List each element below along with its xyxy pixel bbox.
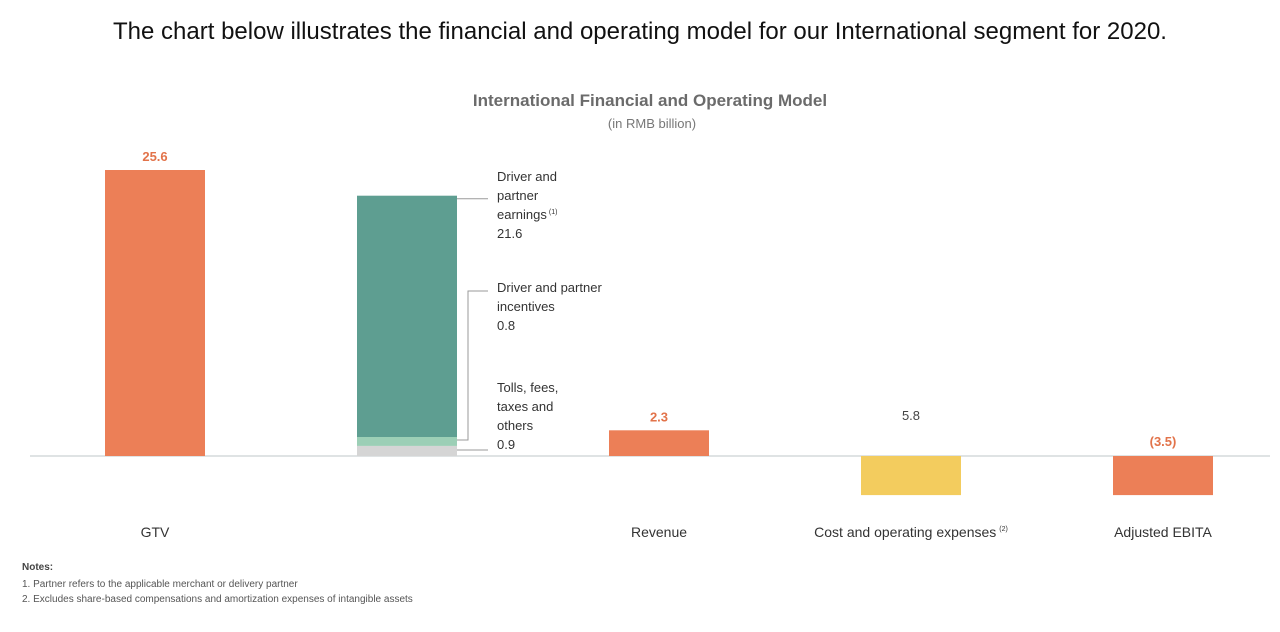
callout-line-1 xyxy=(457,290,488,441)
stack-label-2-line-2: others xyxy=(497,418,534,433)
intro-text: The chart below illustrates the financia… xyxy=(113,18,1167,45)
stack-segment-0 xyxy=(357,195,457,438)
bar-value-label-0: 25.6 xyxy=(142,149,167,164)
stack-label-1-line-0: Driver and partner xyxy=(497,280,602,295)
stack-value-label-2: 0.9 xyxy=(497,437,515,452)
category-label-0: GTV xyxy=(141,524,170,540)
bar-value-label-2: 5.8 xyxy=(902,408,920,423)
stack-segment-1 xyxy=(357,437,457,446)
stack-segment-2 xyxy=(357,445,457,456)
bar-1 xyxy=(609,430,709,456)
stack-label-2-line-0: Tolls, fees, xyxy=(497,380,558,395)
chart-subtitle: (in RMB billion) xyxy=(608,116,696,131)
bar-0 xyxy=(105,170,205,456)
stack-label-0-line-0: Driver and xyxy=(497,169,557,184)
notes-heading: Notes: xyxy=(22,562,54,573)
chart-marks: 25.6 2.3 5.8 (3.5) Driver and partner earnings… xyxy=(30,149,1270,540)
bar-value-label-3: (3.5) xyxy=(1150,434,1177,449)
stack-value-label-1: 0.8 xyxy=(497,318,515,333)
notes-block: Notes: 1. Partner refers to the applicab… xyxy=(22,562,413,607)
stack-label-1-line-1: incentives xyxy=(497,299,555,314)
bar-value-label-1: 2.3 xyxy=(650,409,668,424)
note-1: 1. Partner refers to the applicable merc… xyxy=(22,579,298,590)
stack-value-label-0: 21.6 xyxy=(497,226,522,241)
category-label-3: Cost and operating expenses (2) xyxy=(814,524,1008,540)
stack-label-2-line-1: taxes and xyxy=(497,399,553,414)
category-label-2: Revenue xyxy=(631,524,687,540)
bar-2 xyxy=(861,456,961,496)
stack-label-0-line-2: earnings (1) xyxy=(497,207,557,222)
financial-model-chart: International Financial and Operating Mo… xyxy=(30,91,1270,540)
category-label-4: Adjusted EBITA xyxy=(1114,524,1212,540)
note-2: 2. Excludes share-based compensations an… xyxy=(22,594,413,605)
stack-label-0-line-1: partner xyxy=(497,188,539,203)
bar-3 xyxy=(1113,456,1213,496)
category-superscript-3: (2) xyxy=(999,526,1008,533)
stack-label-superscript-0: (1) xyxy=(549,209,558,216)
chart-title: International Financial and Operating Mo… xyxy=(473,91,827,110)
